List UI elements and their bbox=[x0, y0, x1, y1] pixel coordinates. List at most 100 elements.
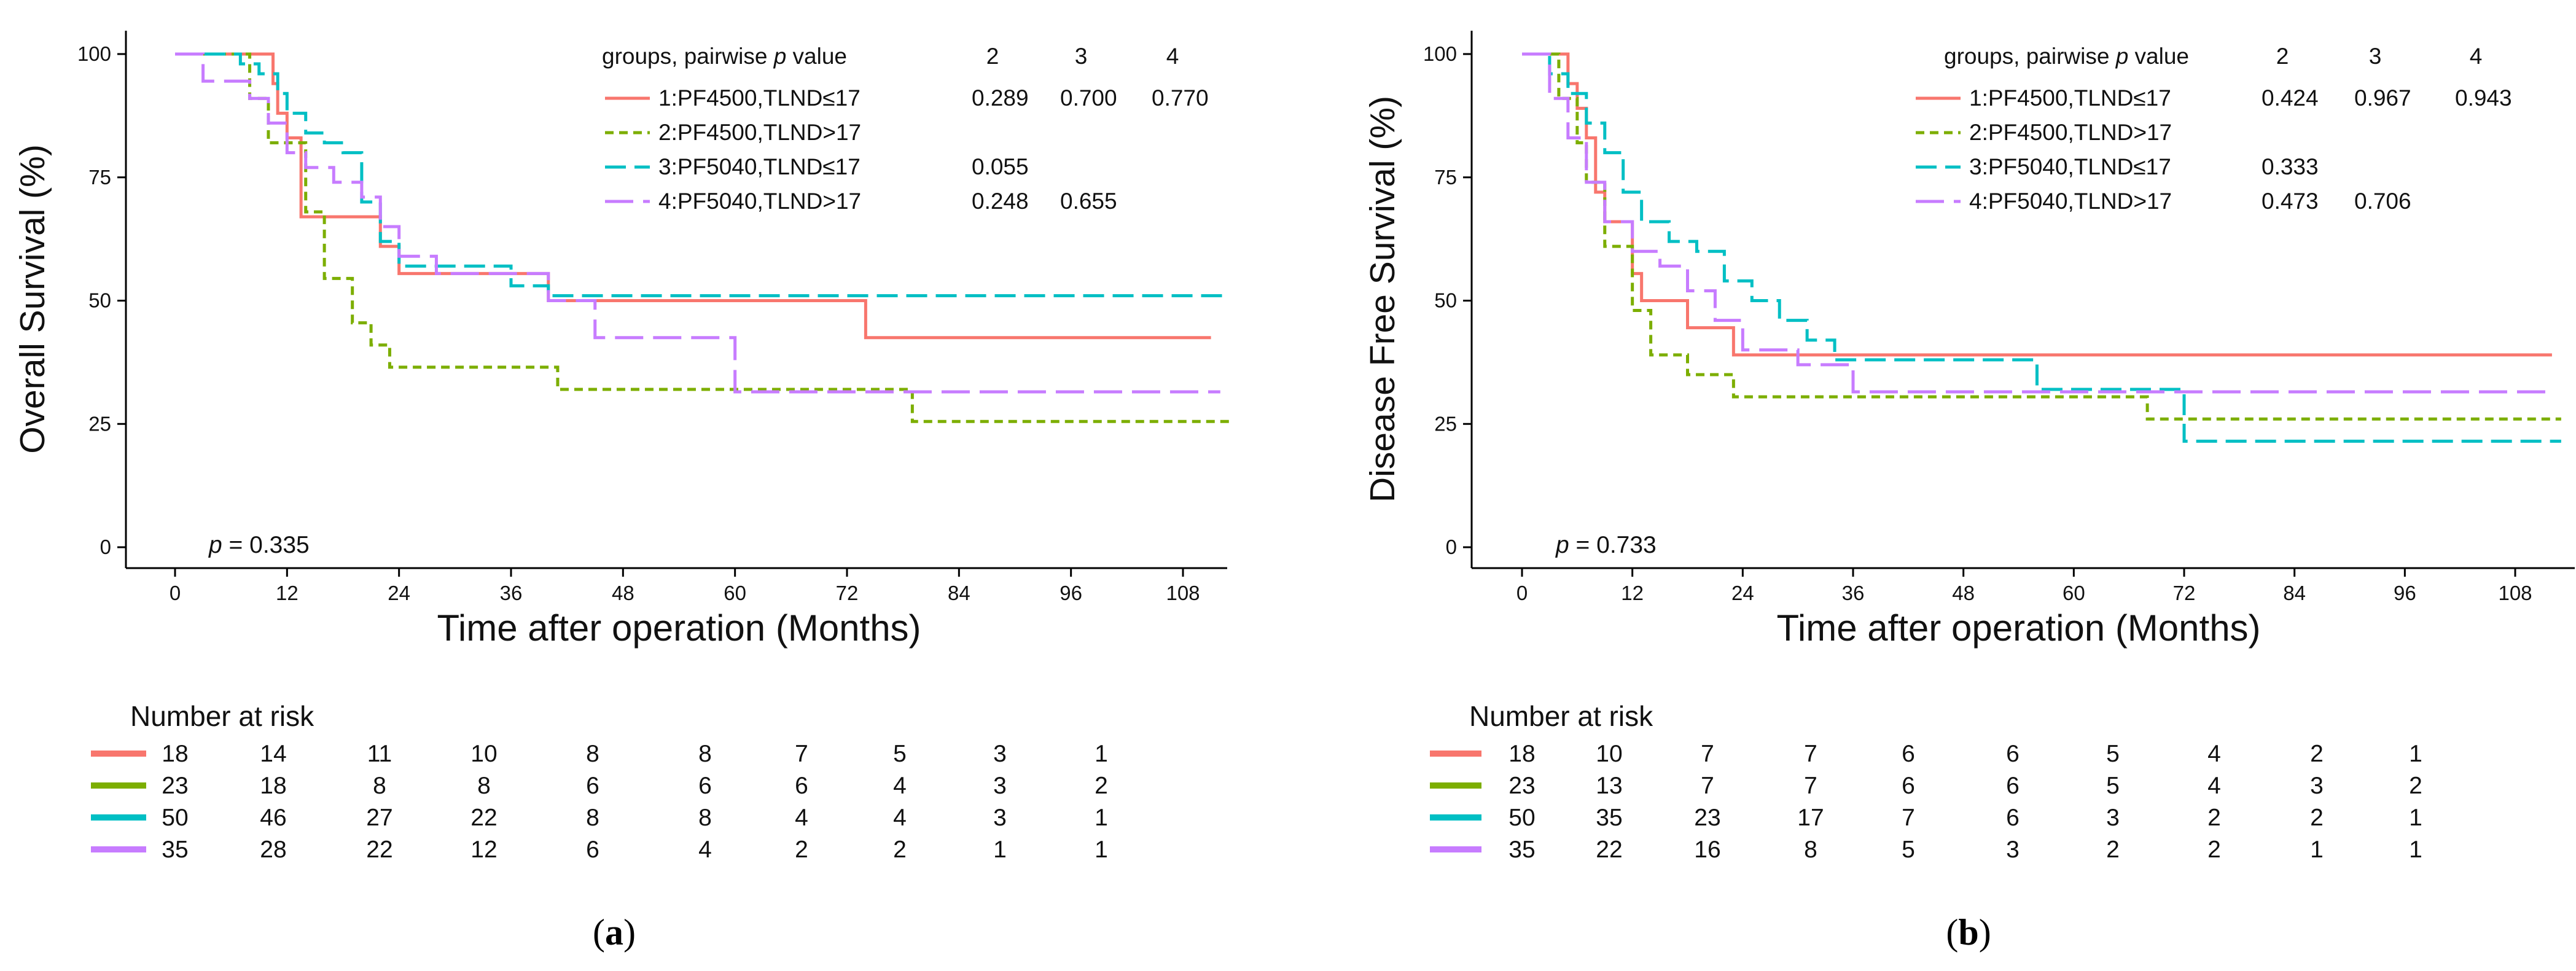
legend-label-group-3: 3:PF5040,TLND≤17 bbox=[658, 154, 861, 179]
risk-table-cell: 7 bbox=[1804, 773, 1817, 799]
risk-table-cell: 3 bbox=[993, 805, 1007, 831]
pairwise-p-value: 0.700 bbox=[1060, 85, 1117, 111]
risk-table-cell: 4 bbox=[893, 773, 907, 799]
risk-table-cell: 8 bbox=[698, 805, 712, 831]
risk-table-cell: 27 bbox=[366, 805, 392, 831]
risk-table-cell: 1 bbox=[1095, 836, 1108, 863]
risk-table-cell: 35 bbox=[162, 836, 188, 863]
legend-label-group-3: 3:PF5040,TLND≤17 bbox=[1969, 154, 2171, 179]
risk-table-cell: 6 bbox=[586, 836, 599, 863]
y-tick-label: 100 bbox=[77, 42, 111, 65]
risk-table-cell: 5 bbox=[893, 741, 907, 767]
risk-table-cell: 10 bbox=[470, 741, 497, 767]
y-tick-label: 25 bbox=[88, 412, 111, 435]
y-tick-label: 0 bbox=[1446, 536, 1457, 558]
risk-table-cell: 6 bbox=[2006, 773, 2020, 799]
risk-table-cell: 6 bbox=[1902, 741, 1915, 767]
risk-table-cell: 4 bbox=[2207, 773, 2221, 799]
risk-table-cell: 3 bbox=[2106, 805, 2120, 831]
risk-table-cell: 2 bbox=[795, 836, 808, 863]
x-tick-label: 48 bbox=[612, 582, 634, 604]
survival-curve-group-3 bbox=[175, 52, 1230, 297]
legend-label-group-4: 4:PF5040,TLND>17 bbox=[658, 189, 861, 214]
risk-table-cell: 8 bbox=[586, 741, 599, 767]
legend-header: groups, pairwise p value bbox=[602, 44, 847, 69]
risk-table-cell: 16 bbox=[1694, 836, 1720, 863]
risk-table-cell: 13 bbox=[1596, 773, 1622, 799]
risk-table-cell: 1 bbox=[1095, 805, 1108, 831]
risk-table-cell: 3 bbox=[993, 773, 1007, 799]
risk-table-cell: 2 bbox=[2409, 773, 2422, 799]
risk-table-cell: 3 bbox=[993, 741, 1007, 767]
x-tick-label: 96 bbox=[2394, 582, 2416, 604]
legend-label-group-4: 4:PF5040,TLND>17 bbox=[1969, 189, 2172, 214]
risk-table-cell: 22 bbox=[1596, 836, 1622, 863]
risk-table-cell: 22 bbox=[470, 805, 497, 831]
pairwise-p-value: 0.706 bbox=[2354, 189, 2411, 214]
risk-table-cell: 7 bbox=[1804, 741, 1817, 767]
pairwise-p-value: 0.655 bbox=[1060, 189, 1117, 214]
risk-table-cell: 6 bbox=[698, 773, 712, 799]
survival-curve-group-4 bbox=[175, 52, 1220, 394]
risk-table-cell: 35 bbox=[1596, 805, 1622, 831]
risk-table-cell: 4 bbox=[2207, 741, 2221, 767]
risk-table-cell: 23 bbox=[1694, 805, 1720, 831]
risk-table-cell: 8 bbox=[373, 773, 386, 799]
x-tick-label: 48 bbox=[1952, 582, 1975, 604]
risk-table-title: Number at risk bbox=[130, 700, 314, 732]
y-tick-label: 50 bbox=[1434, 289, 1457, 312]
pairwise-p-value: 0.055 bbox=[972, 154, 1029, 179]
pairwise-p-value: 0.333 bbox=[2262, 154, 2319, 179]
risk-table-cell: 17 bbox=[1797, 805, 1824, 831]
risk-table-cell: 14 bbox=[260, 741, 286, 767]
risk-table-cell: 2 bbox=[2207, 805, 2221, 831]
risk-table-cell: 2 bbox=[893, 836, 907, 863]
risk-table-cell: 6 bbox=[795, 773, 808, 799]
risk-table-cell: 6 bbox=[2006, 805, 2020, 831]
risk-table-cell: 1 bbox=[993, 836, 1007, 863]
risk-table-cell: 8 bbox=[477, 773, 491, 799]
pairwise-column-header: 4 bbox=[1166, 44, 1179, 69]
risk-table-cell: 5 bbox=[2106, 741, 2120, 767]
y-axis-label: Overall Survival (%) bbox=[13, 144, 52, 454]
legend-label-group-1: 1:PF4500,TLND≤17 bbox=[658, 85, 861, 111]
risk-table-cell: 7 bbox=[795, 741, 808, 767]
risk-table-cell: 2 bbox=[2106, 836, 2120, 863]
risk-table-cell: 7 bbox=[1701, 741, 1714, 767]
risk-table-cell: 18 bbox=[260, 773, 286, 799]
x-tick-label: 108 bbox=[1166, 582, 1200, 604]
pairwise-p-value: 0.248 bbox=[972, 189, 1029, 214]
risk-table-cell: 3 bbox=[2006, 836, 2020, 863]
risk-table-cell: 23 bbox=[1509, 773, 1535, 799]
risk-table-cell: 2 bbox=[2207, 836, 2221, 863]
risk-table-cell: 1 bbox=[2409, 805, 2422, 831]
x-tick-label: 24 bbox=[1731, 582, 1754, 604]
risk-table-cell: 1 bbox=[1095, 741, 1108, 767]
y-tick-label: 50 bbox=[88, 289, 111, 312]
survival-curve-group-3 bbox=[1522, 52, 2561, 443]
pairwise-column-header: 3 bbox=[1075, 44, 1088, 69]
pairwise-column-header: 2 bbox=[986, 44, 999, 69]
y-tick-label: 25 bbox=[1434, 412, 1457, 435]
y-tick-label: 100 bbox=[1423, 42, 1457, 65]
risk-table-cell: 7 bbox=[1902, 805, 1915, 831]
survival-curve-group-2 bbox=[1522, 52, 2561, 421]
y-axis-label: Disease Free Survival (%) bbox=[1363, 96, 1402, 502]
risk-table-title: Number at risk bbox=[1469, 700, 1653, 732]
x-tick-label: 108 bbox=[2498, 582, 2532, 604]
pairwise-p-value: 0.770 bbox=[1152, 85, 1209, 111]
pairwise-p-value: 0.473 bbox=[2262, 189, 2319, 214]
pairwise-column-header: 2 bbox=[2276, 44, 2289, 69]
x-tick-label: 72 bbox=[836, 582, 859, 604]
risk-table-cell: 4 bbox=[698, 836, 712, 863]
risk-table-cell: 4 bbox=[893, 805, 907, 831]
x-tick-label: 60 bbox=[2063, 582, 2085, 604]
x-tick-label: 12 bbox=[276, 582, 299, 604]
x-tick-label: 36 bbox=[500, 582, 523, 604]
risk-table-cell: 1 bbox=[2409, 836, 2422, 863]
x-tick-label: 0 bbox=[1516, 582, 1528, 604]
risk-table-cell: 23 bbox=[162, 773, 188, 799]
